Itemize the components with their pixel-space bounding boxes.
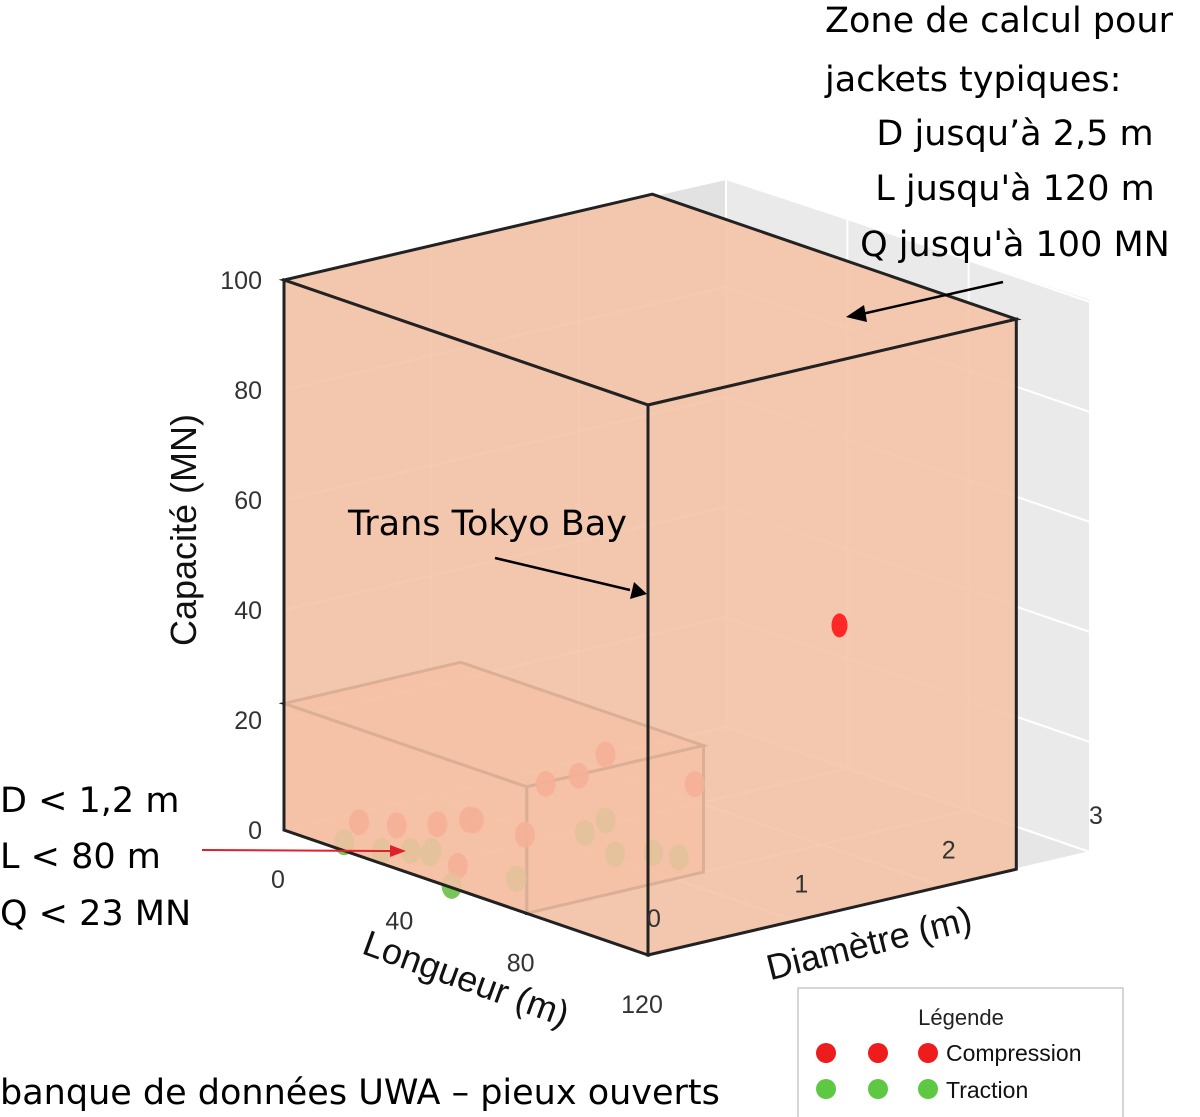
legend-traction-label: Traction [946, 1077, 1028, 1103]
legend-title: Légende [918, 1005, 1004, 1030]
tokyo-annotation: Trans Tokyo Bay [347, 504, 647, 599]
legend-compression-marker-2 [868, 1043, 888, 1063]
z-tick-label-40: 40 [234, 597, 262, 625]
jacket-zone-box [278, 192, 1022, 958]
z-tick-label-60: 60 [234, 487, 262, 515]
tokyo-arrowhead [630, 582, 647, 599]
z-axis-label: Capacité (MN) [163, 414, 204, 646]
small-zone-arrowhead [390, 845, 406, 857]
large-zone-arrowhead [846, 305, 867, 322]
large-zone-line-2: jackets typiques: [824, 60, 1121, 100]
x-tick-label-40: 40 [385, 908, 413, 936]
large-zone-line-3: D jusqu’à 2,5 m [876, 114, 1153, 154]
x-tick-label-0: 0 [271, 866, 285, 894]
tokyo-point [831, 613, 848, 638]
x-axis-label: Longueur (m) [358, 922, 575, 1034]
large-zone-line-4: L jusqu'à 120 m [875, 169, 1154, 209]
jacket-zone-box-front-face [282, 277, 650, 958]
y-tick-label-3: 3 [1089, 802, 1103, 830]
legend-traction-marker-3 [918, 1079, 938, 1099]
tokyo-point-1 [831, 613, 848, 638]
small-zone-line-1: D < 1,2 m [0, 781, 179, 821]
z-tick-label-0: 0 [248, 817, 262, 845]
legend-traction-marker-2 [868, 1079, 888, 1099]
legend: Légende Compression Traction [797, 987, 1124, 1117]
large-zone-arrow [861, 280, 1004, 316]
legend-box [797, 987, 1124, 1117]
jacket-zone-box-right-face [646, 317, 1018, 957]
large-zone-annotation: Zone de calcul pour jackets typiques: D … [824, 1, 1174, 322]
legend-traction-marker-1 [816, 1079, 836, 1099]
y-tick-label-1: 1 [794, 871, 808, 899]
y-tick-label-0: 0 [647, 905, 661, 933]
caption: banque de données UWA – pieux ouverts [0, 1073, 720, 1113]
z-tick-label-100: 100 [220, 267, 262, 295]
tokyo-arrow [494, 556, 631, 592]
large-zone-line-5: Q jusqu'à 100 MN [860, 225, 1170, 265]
small-zone-line-2: L < 80 m [0, 837, 161, 877]
legend-entry-compression: Compression [816, 1040, 1082, 1066]
legend-compression-label: Compression [946, 1040, 1082, 1066]
small-zone-line-3: Q < 23 MN [0, 894, 191, 934]
y-tick-label-2: 2 [942, 836, 956, 864]
legend-compression-marker-1 [816, 1043, 836, 1063]
large-zone-line-1: Zone de calcul pour [825, 1, 1174, 41]
z-tick-label-80: 80 [234, 377, 262, 405]
small-zone-arrow [201, 849, 393, 852]
legend-entry-traction: Traction [816, 1077, 1028, 1103]
z-tick-label-20: 20 [234, 707, 262, 735]
legend-compression-marker-3 [918, 1043, 938, 1063]
tokyo-label: Trans Tokyo Bay [347, 504, 627, 544]
tick-labels: 0 20 40 60 80 100 0 40 80 120 0 1 2 3 [220, 267, 1103, 1019]
x-tick-label-80: 80 [507, 949, 535, 977]
grid-side-z-100 [725, 176, 1091, 303]
x-tick-label-120: 120 [621, 991, 663, 1019]
small-zone-annotation: D < 1,2 m L < 80 m Q < 23 MN [0, 781, 406, 934]
